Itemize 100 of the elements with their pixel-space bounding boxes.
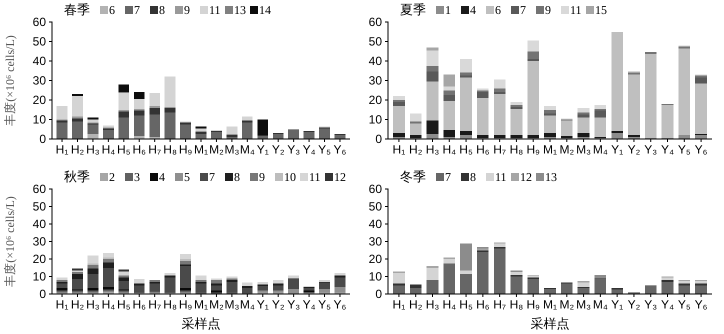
x-tick-label: H₃ xyxy=(86,142,100,157)
y-tick-label: 0 xyxy=(375,286,382,301)
legend-label: 12 xyxy=(334,170,346,184)
x-tick-label: M₁ xyxy=(542,298,558,312)
x-tick-label: H₂ xyxy=(409,142,423,157)
x-tick-label: Y₃ xyxy=(644,298,658,312)
x-tick-label: Y₁ xyxy=(611,298,624,312)
legend-label: 7 xyxy=(445,170,451,184)
x-tick-label: Y₅ xyxy=(678,298,691,312)
y-tick-label: 40 xyxy=(368,216,382,231)
x-tick-label: Y₃ xyxy=(287,298,300,312)
x-tick-label: M₂ xyxy=(559,298,574,312)
y-tick-label: 10 xyxy=(32,269,46,284)
x-tick-label: Y₄ xyxy=(302,142,316,157)
y-axis-title: 丰度(×10⁶ cells/L) xyxy=(3,35,17,126)
legend-title: 冬季 xyxy=(400,169,426,184)
x-tick-label: M₂ xyxy=(559,142,574,157)
x-tick-label: Y₄ xyxy=(661,142,674,157)
legend-label: 7 xyxy=(520,3,526,17)
x-tick-label: H₅ xyxy=(117,142,131,157)
x-tick-label: H₃ xyxy=(86,298,100,312)
y-tick-label: 10 xyxy=(368,112,382,126)
legend-label: 11 xyxy=(309,170,321,184)
legend-label: 13 xyxy=(545,170,557,184)
y-tick-label: 0 xyxy=(39,286,46,301)
x-tick-label: H₇ xyxy=(493,298,506,312)
x-tick-label: H₄ xyxy=(442,142,456,157)
y-tick-label: 60 xyxy=(368,182,382,196)
x-tick-label: M₃ xyxy=(576,298,592,312)
legend-label: 14 xyxy=(259,3,271,17)
x-tick-label: H₂ xyxy=(70,298,84,312)
legend-label: 2 xyxy=(109,170,115,184)
x-tick-label: H₉ xyxy=(526,142,540,157)
x-tick-label: H₉ xyxy=(178,298,193,312)
legend-label: 8 xyxy=(159,3,165,17)
y-tick-label: 0 xyxy=(375,132,382,146)
x-tick-label: M₁ xyxy=(542,142,558,157)
x-tick-label: H₂ xyxy=(70,142,84,157)
x-tick-label: H₃ xyxy=(426,142,440,157)
y-tick-label: 40 xyxy=(368,54,382,68)
x-tick-label: Y₁ xyxy=(611,142,624,157)
x-tick-label: H₅ xyxy=(459,298,473,312)
y-axis-title: 丰度(×10⁶ cells/L) xyxy=(3,196,17,287)
legend-label: 8 xyxy=(470,170,476,184)
x-tick-label: H₁ xyxy=(56,142,68,157)
y-tick-label: 50 xyxy=(32,34,46,48)
legend-label: 13 xyxy=(234,3,246,17)
x-tick-label: M₃ xyxy=(576,142,592,157)
y-tick-label: 60 xyxy=(32,14,46,29)
x-tick-label: H₈ xyxy=(163,298,177,312)
legend-label: 9 xyxy=(184,3,190,17)
x-tick-label: H₅ xyxy=(459,142,473,157)
x-tick-label: H₂ xyxy=(409,298,423,312)
legend-label: 4 xyxy=(470,3,476,17)
x-tick-label: M₁ xyxy=(194,142,208,157)
y-tick-label: 30 xyxy=(32,234,46,248)
x-tick-label: Y₁ xyxy=(256,298,269,312)
x-tick-label: H₄ xyxy=(102,298,116,312)
legend-label: 3 xyxy=(134,170,140,184)
legend-label: 11 xyxy=(570,3,582,17)
legend-label: 10 xyxy=(284,170,296,184)
legend-label: 7 xyxy=(134,3,140,17)
x-axis-title: 采样点 xyxy=(182,316,220,331)
x-tick-label: M₂ xyxy=(209,142,224,157)
x-tick-label: H₁ xyxy=(56,298,68,312)
x-tick-label: H₈ xyxy=(510,142,524,157)
y-tick-label: 40 xyxy=(32,216,46,231)
legend-title: 秋季 xyxy=(64,169,90,184)
x-tick-label: H₁ xyxy=(392,142,406,157)
legend-label: 4 xyxy=(159,170,165,184)
y-tick-label: 10 xyxy=(32,112,46,126)
y-tick-label: 50 xyxy=(368,199,382,214)
x-tick-label: H₆ xyxy=(132,298,146,312)
legend-label: 1 xyxy=(445,3,451,17)
x-tick-label: Y₅ xyxy=(678,142,691,157)
legend-label: 9 xyxy=(259,170,265,184)
x-tick-label: Y₁ xyxy=(256,142,269,157)
x-tick-label: M₃ xyxy=(224,298,240,312)
legend-label: 11 xyxy=(209,3,221,17)
x-tick-label: H₅ xyxy=(117,298,131,312)
legend-label: 12 xyxy=(520,170,532,184)
x-tick-label: H₄ xyxy=(442,298,456,312)
x-tick-label: M₄ xyxy=(240,142,255,157)
x-tick-label: H₇ xyxy=(148,142,162,157)
x-tick-label: Y₂ xyxy=(272,298,285,312)
x-tick-label: Y₆ xyxy=(694,298,708,312)
x-tick-label: M₃ xyxy=(224,142,240,157)
x-tick-label: Y₂ xyxy=(628,142,641,157)
x-tick-label: Y₄ xyxy=(302,298,316,312)
legend-label: 9 xyxy=(545,3,551,17)
y-tick-label: 50 xyxy=(32,199,46,214)
x-tick-label: Y₃ xyxy=(644,142,658,157)
x-tick-label: H₆ xyxy=(476,142,490,157)
y-tick-label: 60 xyxy=(32,182,46,196)
y-tick-label: 50 xyxy=(368,34,382,48)
y-tick-label: 20 xyxy=(368,252,382,266)
x-tick-label: H₈ xyxy=(163,142,177,157)
y-tick-label: 60 xyxy=(368,14,382,29)
x-tick-label: H₉ xyxy=(526,298,540,312)
legend-label: 15 xyxy=(595,3,607,17)
